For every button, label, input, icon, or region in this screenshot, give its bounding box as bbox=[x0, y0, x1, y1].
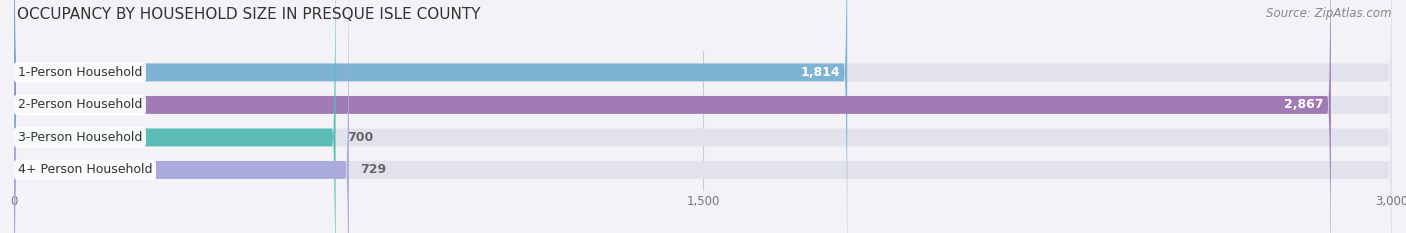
Text: OCCUPANCY BY HOUSEHOLD SIZE IN PRESQUE ISLE COUNTY: OCCUPANCY BY HOUSEHOLD SIZE IN PRESQUE I… bbox=[17, 7, 481, 22]
FancyBboxPatch shape bbox=[14, 0, 1392, 233]
Text: 2-Person Household: 2-Person Household bbox=[18, 98, 142, 111]
Text: 1,814: 1,814 bbox=[800, 66, 841, 79]
FancyBboxPatch shape bbox=[14, 0, 1331, 233]
Text: 729: 729 bbox=[360, 163, 387, 176]
Text: 4+ Person Household: 4+ Person Household bbox=[18, 163, 152, 176]
FancyBboxPatch shape bbox=[14, 0, 1392, 233]
FancyBboxPatch shape bbox=[14, 0, 349, 233]
Text: 3-Person Household: 3-Person Household bbox=[18, 131, 142, 144]
FancyBboxPatch shape bbox=[14, 0, 1392, 233]
Text: 700: 700 bbox=[347, 131, 374, 144]
Text: 1-Person Household: 1-Person Household bbox=[18, 66, 142, 79]
FancyBboxPatch shape bbox=[14, 0, 336, 233]
Text: Source: ZipAtlas.com: Source: ZipAtlas.com bbox=[1267, 7, 1392, 20]
FancyBboxPatch shape bbox=[14, 0, 848, 233]
Text: 2,867: 2,867 bbox=[1285, 98, 1324, 111]
FancyBboxPatch shape bbox=[14, 0, 1392, 233]
